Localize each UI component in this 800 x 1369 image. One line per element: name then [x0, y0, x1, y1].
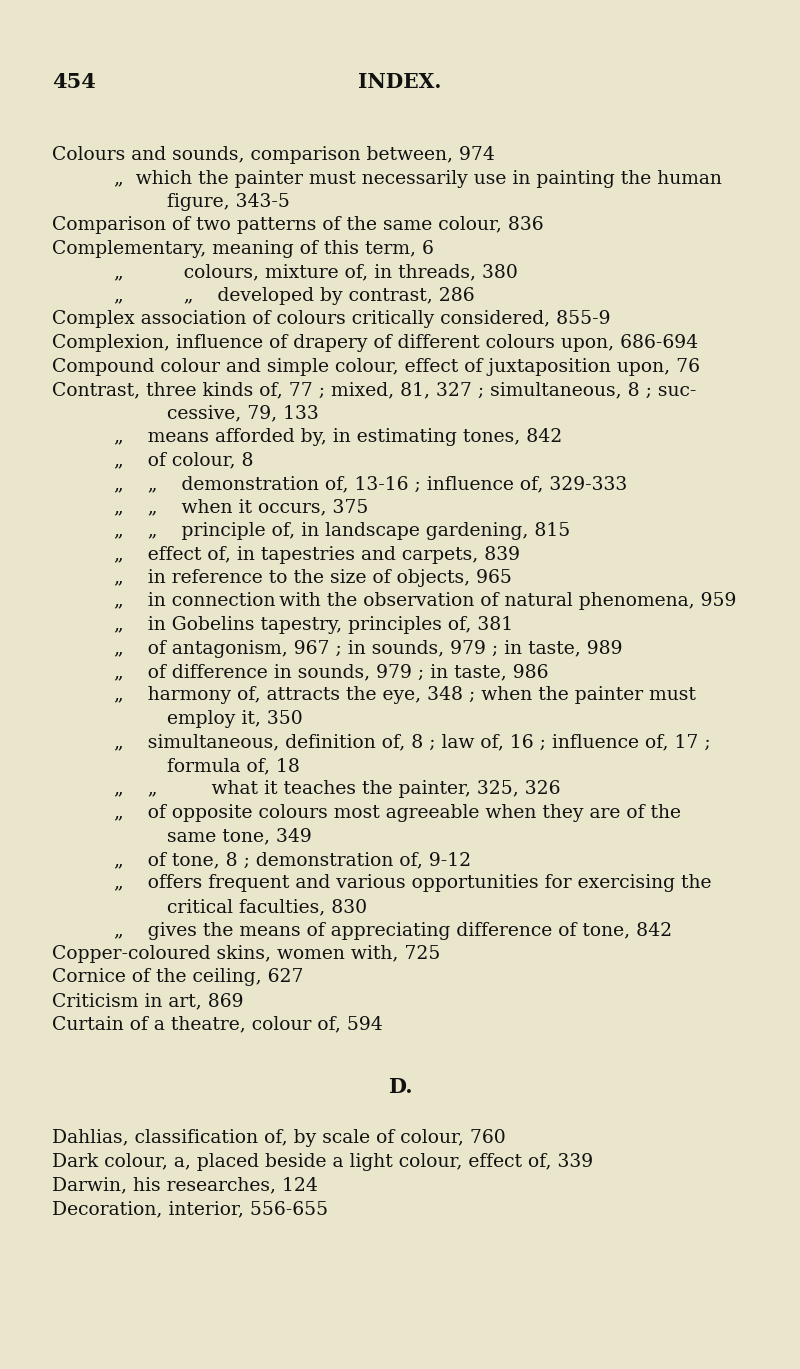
Text: „    in reference to the size of objects, 965: „ in reference to the size of objects, 9… [114, 570, 512, 587]
Text: INDEX.: INDEX. [358, 73, 442, 92]
Text: Compound colour and simple colour, effect of juxtaposition upon, 76: Compound colour and simple colour, effec… [52, 357, 700, 375]
Text: employ it, 350: employ it, 350 [167, 711, 302, 728]
Text: D.: D. [388, 1077, 412, 1097]
Text: „    in connection with the observation of natural phenomena, 959: „ in connection with the observation of … [114, 593, 736, 611]
Text: „    of colour, 8: „ of colour, 8 [114, 452, 254, 470]
Text: Cornice of the ceiling, 627: Cornice of the ceiling, 627 [52, 968, 303, 987]
Text: „    offers frequent and various opportunities for exercising the: „ offers frequent and various opportunit… [114, 875, 711, 893]
Text: „          colours, mixture of, in threads, 380: „ colours, mixture of, in threads, 380 [114, 263, 518, 282]
Text: „  which the painter must necessarily use in painting the human: „ which the painter must necessarily use… [114, 170, 722, 188]
Text: Decoration, interior, 556-655: Decoration, interior, 556-655 [52, 1201, 328, 1218]
Text: Darwin, his researches, 124: Darwin, his researches, 124 [52, 1176, 318, 1195]
Text: „    means afforded by, in estimating tones, 842: „ means afforded by, in estimating tones… [114, 428, 562, 446]
Text: figure, 343-5: figure, 343-5 [167, 193, 290, 211]
Text: same tone, 349: same tone, 349 [167, 827, 312, 846]
Text: Contrast, three kinds of, 77 ; mixed, 81, 327 ; simultaneous, 8 ; suc-: Contrast, three kinds of, 77 ; mixed, 81… [52, 381, 696, 398]
Text: „    „    when it occurs, 375: „ „ when it occurs, 375 [114, 498, 368, 516]
Text: „    gives the means of appreciating difference of tone, 842: „ gives the means of appreciating differ… [114, 921, 672, 939]
Text: Comparison of two patterns of the same colour, 836: Comparison of two patterns of the same c… [52, 216, 544, 234]
Text: „    harmony of, attracts the eye, 348 ; when the painter must: „ harmony of, attracts the eye, 348 ; wh… [114, 686, 696, 705]
Text: Copper-coloured skins, women with, 725: Copper-coloured skins, women with, 725 [52, 945, 440, 962]
Text: Curtain of a theatre, colour of, 594: Curtain of a theatre, colour of, 594 [52, 1016, 382, 1034]
Text: „          „    developed by contrast, 286: „ „ developed by contrast, 286 [114, 287, 474, 305]
Text: Criticism in art, 869: Criticism in art, 869 [52, 993, 243, 1010]
Text: „    „    demonstration of, 13-16 ; influence of, 329-333: „ „ demonstration of, 13-16 ; influence … [114, 475, 627, 493]
Text: Dark colour, a, placed beside a light colour, effect of, 339: Dark colour, a, placed beside a light co… [52, 1153, 593, 1170]
Text: Complexion, influence of drapery of different colours upon, 686-694: Complexion, influence of drapery of diff… [52, 334, 698, 352]
Text: Dahlias, classification of, by scale of colour, 760: Dahlias, classification of, by scale of … [52, 1129, 506, 1147]
Text: formula of, 18: formula of, 18 [167, 757, 300, 775]
Text: „    of tone, 8 ; demonstration of, 9-12: „ of tone, 8 ; demonstration of, 9-12 [114, 852, 471, 869]
Text: Colours and sounds, comparison between, 974: Colours and sounds, comparison between, … [52, 146, 495, 164]
Text: critical faculties, 830: critical faculties, 830 [167, 898, 367, 916]
Text: „    in Gobelins tapestry, principles of, 381: „ in Gobelins tapestry, principles of, 3… [114, 616, 513, 634]
Text: „    „         what it teaches the painter, 325, 326: „ „ what it teaches the painter, 325, 32… [114, 780, 561, 798]
Text: cessive, 79, 133: cessive, 79, 133 [167, 404, 318, 423]
Text: „    of difference in sounds, 979 ; in taste, 986: „ of difference in sounds, 979 ; in tast… [114, 663, 549, 680]
Text: „    „    principle of, in landscape gardening, 815: „ „ principle of, in landscape gardening… [114, 522, 570, 539]
Text: „    of opposite colours most agreeable when they are of the: „ of opposite colours most agreeable whe… [114, 804, 681, 821]
Text: Complex association of colours critically considered, 855-9: Complex association of colours criticall… [52, 311, 610, 329]
Text: 454: 454 [52, 73, 96, 92]
Text: „    effect of, in tapestries and carpets, 839: „ effect of, in tapestries and carpets, … [114, 545, 520, 564]
Text: Complementary, meaning of this term, 6: Complementary, meaning of this term, 6 [52, 240, 434, 257]
Text: „    simultaneous, definition of, 8 ; law of, 16 ; influence of, 17 ;: „ simultaneous, definition of, 8 ; law o… [114, 734, 710, 752]
Text: „    of antagonism, 967 ; in sounds, 979 ; in taste, 989: „ of antagonism, 967 ; in sounds, 979 ; … [114, 639, 622, 657]
